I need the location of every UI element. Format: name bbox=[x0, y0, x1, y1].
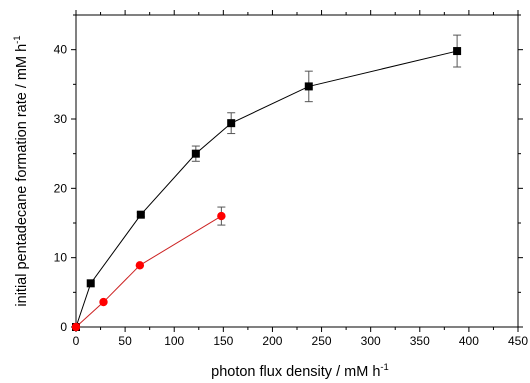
x-tick-label-3: 150 bbox=[213, 334, 233, 348]
series-0-point-4 bbox=[227, 119, 236, 128]
series-1-line bbox=[75, 215, 222, 328]
series-1-point-1 bbox=[99, 297, 108, 307]
y-axis-title: initial pentadecane formation rate / mM … bbox=[12, 35, 30, 306]
x-tick-label-0: 0 bbox=[73, 334, 80, 348]
y-axis-title-sup: -1 bbox=[12, 35, 23, 43]
axes bbox=[75, 14, 519, 328]
y-axis-title-text: initial pentadecane formation rate / mM … bbox=[14, 44, 30, 307]
x-tick-label-7: 350 bbox=[410, 334, 430, 348]
series-0-line bbox=[75, 50, 458, 328]
series-1-point-2 bbox=[135, 261, 145, 270]
series-0 bbox=[72, 34, 462, 331]
series-1 bbox=[71, 206, 226, 332]
series-0-point-2 bbox=[136, 210, 145, 219]
x-axis-title-sup: -1 bbox=[380, 362, 388, 373]
series-1-point-3 bbox=[217, 211, 226, 221]
x-axis-title-text: photon flux density / mM h bbox=[211, 364, 380, 380]
y-tick-label-1: 10 bbox=[54, 251, 68, 265]
y-tick-label-4: 40 bbox=[54, 43, 68, 57]
series-0-point-5 bbox=[304, 82, 313, 91]
ticks: 0 50 100 150 200 250 300 350 400 450 0 10 20 30 40 bbox=[54, 10, 528, 348]
series-0-point-1 bbox=[86, 279, 95, 288]
x-tick-label-4: 200 bbox=[262, 334, 282, 348]
x-tick-label-9: 450 bbox=[508, 334, 528, 348]
y-tick-label-0: 0 bbox=[60, 320, 67, 334]
x-axis-title: photon flux density / mM h-1 bbox=[211, 362, 389, 380]
plot-frame bbox=[75, 14, 519, 328]
series-0-point-6 bbox=[453, 47, 462, 56]
x-tick-label-5: 250 bbox=[312, 334, 332, 348]
series-0-point-3 bbox=[191, 149, 200, 158]
y-tick-label-3: 30 bbox=[54, 112, 68, 126]
x-tick-label-2: 100 bbox=[164, 334, 184, 348]
series-1-point-0 bbox=[71, 322, 81, 332]
x-tick-label-1: 50 bbox=[118, 334, 132, 348]
x-tick-label-8: 400 bbox=[459, 334, 479, 348]
y-tick-label-2: 20 bbox=[54, 181, 68, 195]
x-tick-label-6: 300 bbox=[361, 334, 381, 348]
series-layer bbox=[71, 34, 462, 332]
